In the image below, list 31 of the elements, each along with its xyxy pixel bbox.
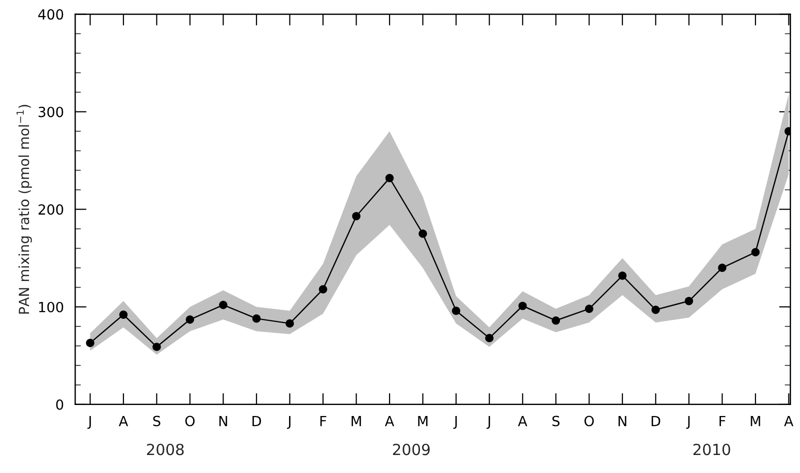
x-tick-label: A [784, 416, 794, 426]
y-tick-label: 300 [38, 106, 64, 118]
x-tick-label: N [618, 416, 626, 426]
y-tick-label: 200 [38, 204, 64, 215]
x-tick-label: M [352, 416, 361, 426]
x-tick-label: O [185, 416, 195, 426]
x-tick-label: N [219, 416, 228, 426]
text: 2008 [146, 444, 184, 456]
x-tick-label: J [686, 416, 690, 429]
y-axis-title: PAN mixing ratio (pmol mol$^{−1}$) [16, 104, 32, 314]
x-tick-label: A [384, 416, 394, 426]
x-tick-label: J [87, 416, 91, 429]
x-tick-label: M [418, 416, 428, 426]
text: 2010 [693, 444, 730, 456]
y-tick-label: 0 [56, 399, 64, 410]
x-tick-label: J [453, 416, 457, 429]
x-tick-label: S [552, 416, 560, 426]
x-tick-label: F [720, 416, 726, 426]
x-tick-label: F [320, 416, 326, 426]
x-tick-label: S [153, 416, 160, 426]
x-tick-label: D [252, 416, 262, 426]
x-tick-label: M [750, 416, 760, 426]
x-tick-label: D [652, 416, 660, 426]
y-tick-label: 400 [38, 9, 64, 20]
y-tick-label: 100 [39, 302, 64, 312]
x-tick-label: J [286, 416, 290, 429]
x-tick-label: A [118, 416, 128, 426]
x-tick-label: O [584, 416, 594, 426]
text: 2009 [393, 444, 430, 456]
x-tick-label: J [486, 416, 490, 429]
x-tick-label: A [518, 416, 528, 426]
